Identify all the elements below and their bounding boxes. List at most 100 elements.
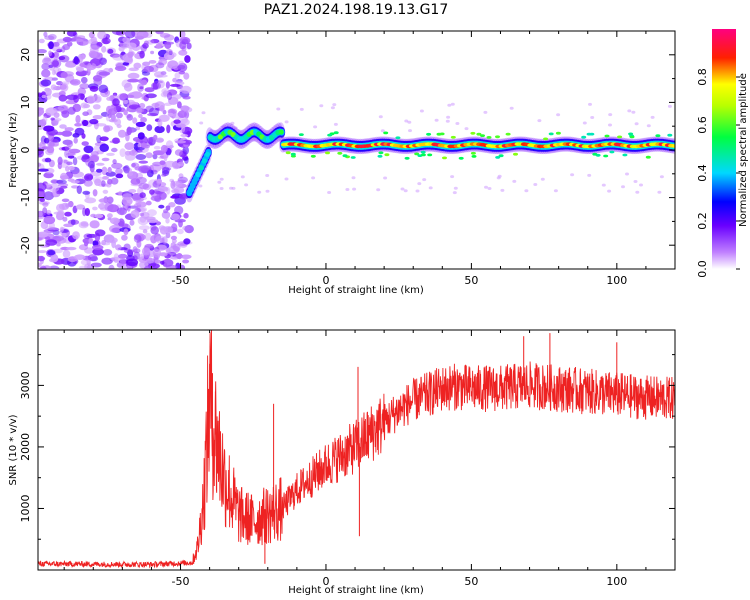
noise-blob [165,81,170,89]
noise-blob [155,31,164,35]
noise-blob [96,41,103,48]
noise-blob [97,31,107,40]
signal-speck [628,132,634,136]
noise-blob [659,175,664,179]
noise-blob [155,43,162,49]
noise-blob [109,53,121,58]
noise-blob [132,246,138,253]
noise-blob [150,39,160,44]
noise-blob [96,162,105,166]
noise-blob [87,160,96,169]
noise-blob [41,94,47,99]
noise-blob [161,173,167,177]
noise-blob [111,227,121,233]
noise-blob [145,105,154,113]
y-tick-label: 2000 [19,433,32,461]
noise-blob [181,38,189,45]
noise-blob [168,202,176,208]
y-tick-label: 10 [19,95,32,109]
noise-blob [56,242,61,247]
noise-blob [39,197,46,203]
noise-blob [650,115,655,119]
noise-blob [419,109,424,113]
noise-blob [122,37,128,43]
noise-blob [70,180,80,184]
signal-speck [513,152,518,156]
noise-blob [60,185,68,189]
noise-blob [122,99,129,104]
noise-blob [155,62,165,69]
noise-blob [50,254,59,263]
noise-blob [101,157,110,162]
noise-blob [65,94,78,101]
noise-blob [159,252,168,257]
noise-blob [128,189,137,193]
noise-blob [56,179,67,185]
noise-blob [219,187,224,190]
noise-blob [175,180,183,188]
noise-blob [80,221,89,225]
noise-blob [151,82,161,90]
x-tick-label: 0 [322,274,329,287]
noise-blob [72,57,81,65]
noise-blob [67,155,75,159]
noise-blob [233,126,238,130]
noise-blob [137,132,145,140]
noise-blob [48,41,54,50]
noise-blob [102,176,109,180]
noise-blob [123,228,129,236]
noise-blob [176,228,184,235]
noise-blob [447,103,452,107]
noise-blob [63,159,68,164]
noise-blob [78,54,86,60]
signal-speck [378,151,384,155]
noise-blob [67,106,76,115]
noise-blob [284,120,289,124]
noise-blob [113,253,119,261]
noise-blob [119,148,126,158]
noise-blob [428,186,433,190]
noise-blob [124,142,135,151]
noise-blob [587,173,592,177]
noise-blob [159,33,171,38]
noise-blob [376,188,381,192]
y-tick-label: -20 [19,236,32,254]
noise-blob [72,32,78,38]
noise-blob [38,250,47,254]
noise-blob [109,217,120,225]
noise-blob [452,191,457,195]
snr-xlabel: Height of straight line (km) [288,585,424,596]
noise-blob [62,36,72,43]
noise-blob [154,80,164,84]
noise-blob [62,249,71,259]
noise-blob [184,225,194,234]
noise-blob [92,176,104,184]
noise-blob [164,160,177,168]
noise-blob [134,233,146,241]
x-tick-label: -50 [172,274,190,287]
noise-blob [38,182,47,192]
noise-blob [66,161,73,166]
noise-blob [121,234,128,241]
signal-speck [655,134,661,138]
noise-blob [497,174,502,178]
noise-blob [61,46,66,53]
noise-blob [512,179,517,183]
noise-blob [61,110,70,118]
snr-ticks: -50 0 50 100 1000 2000 3000 [19,330,676,588]
signal-speck [495,156,501,159]
signal-speck [470,131,476,135]
noise-blob [154,259,162,264]
noise-blob [180,85,192,94]
noise-blob [177,110,187,118]
noise-blob [123,249,135,254]
noise-blob [332,103,337,107]
noise-blob [84,241,89,247]
noise-blob [244,183,249,187]
noise-blob [48,33,57,41]
noise-blob [139,253,144,260]
noise-blob [415,189,420,193]
signal-speck [325,151,330,155]
noise-blob [89,118,99,125]
noise-blob [135,176,147,184]
